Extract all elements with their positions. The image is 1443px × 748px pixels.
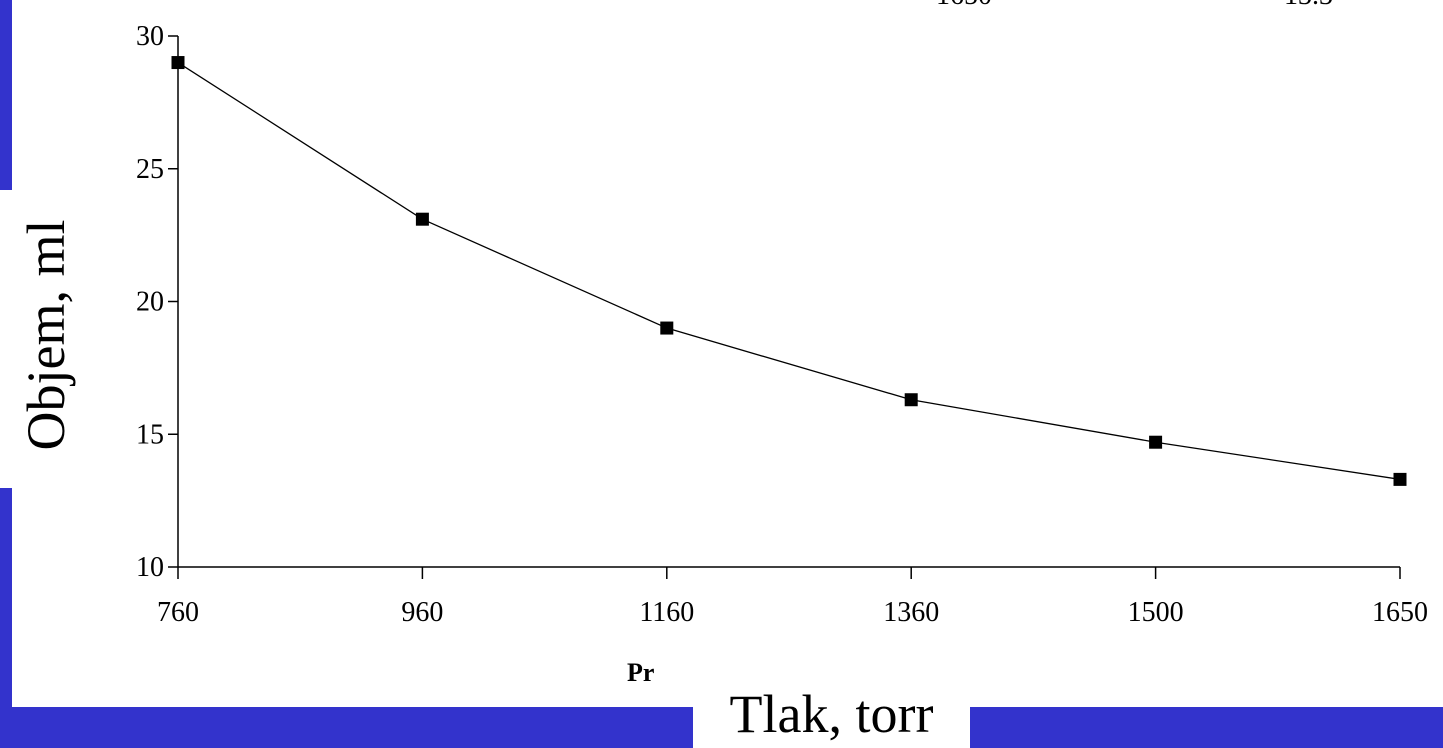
data-point-marker xyxy=(415,212,429,226)
data-point-marker xyxy=(904,393,918,407)
x-tick-label: 960 xyxy=(401,597,443,628)
series-line xyxy=(177,62,1401,481)
x-tick-label: 1650 xyxy=(1372,597,1428,628)
data-point-marker xyxy=(1149,435,1163,449)
y-tick-label: 15 xyxy=(136,419,164,450)
y-axis-ticks: 10 15 20 25 30 xyxy=(136,21,178,583)
cropped-top-text-1: 1650 xyxy=(936,0,992,12)
data-point-marker xyxy=(1393,472,1407,486)
data-point-marker xyxy=(660,321,674,335)
chart-axes xyxy=(177,36,1400,568)
x-tick-label: 1160 xyxy=(639,597,694,628)
data-series xyxy=(171,56,1407,486)
cropped-top-text-2: 13.3 xyxy=(1284,0,1333,12)
x-tick-label: 1500 xyxy=(1128,597,1184,628)
left-accent-bar-top xyxy=(0,0,12,190)
y-axis-label: Objem, ml xyxy=(16,220,76,451)
left-accent-bar-bottom xyxy=(0,488,12,748)
x-tick-label: 1360 xyxy=(883,597,939,628)
x-axis-label: Tlak, torr xyxy=(729,684,934,744)
bottom-band-right xyxy=(970,707,1443,748)
x-label-background xyxy=(693,680,970,748)
data-point-marker xyxy=(171,56,185,70)
cropped-x-label-fragment: Pr xyxy=(627,658,655,687)
y-tick-label: 10 xyxy=(136,552,164,583)
y-tick-label: 25 xyxy=(136,154,164,185)
y-tick-label: 20 xyxy=(136,287,164,318)
x-tick-label: 760 xyxy=(157,597,199,628)
y-tick-label: 30 xyxy=(136,21,164,52)
bottom-band-left xyxy=(0,707,693,748)
x-axis-ticks: 760 960 1160 1360 1500 1650 xyxy=(157,567,1428,628)
